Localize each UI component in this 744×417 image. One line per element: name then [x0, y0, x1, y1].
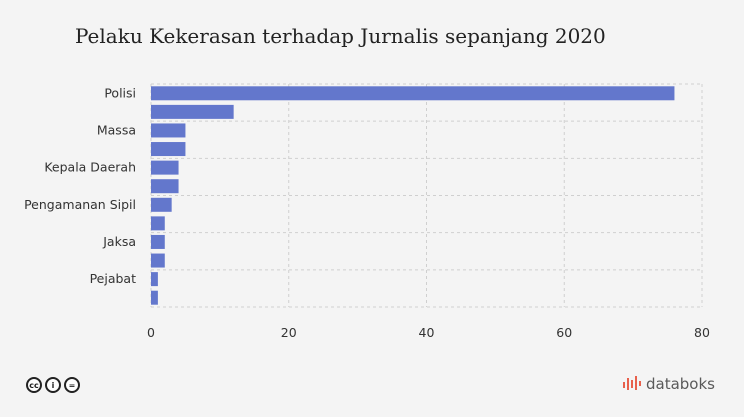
databoks-logo-icon	[623, 376, 641, 390]
x-tick-labels: 0 20 40 60 80	[147, 325, 710, 340]
x-tick-label: 0	[147, 325, 155, 340]
chart-title: Pelaku Kekerasan terhadap Jurnalis sepan…	[75, 24, 606, 48]
bar	[151, 86, 675, 101]
nd-icon: =	[64, 377, 80, 393]
bar	[151, 179, 179, 194]
bar	[151, 216, 165, 231]
y-tick-label: Polisi	[104, 85, 136, 100]
license-badges: cc i =	[26, 377, 80, 393]
x-tick-label: 80	[694, 325, 710, 340]
bar	[151, 290, 158, 305]
brand-name: databoks	[646, 375, 715, 393]
x-tick-label: 40	[419, 325, 435, 340]
bar	[151, 253, 165, 268]
y-tick-label: Pengamanan Sipil	[24, 197, 136, 212]
brand-logo[interactable]: databoks	[622, 375, 715, 393]
bar	[151, 234, 165, 249]
bars	[151, 86, 675, 305]
x-tick-label: 20	[281, 325, 297, 340]
y-tick-label: Jaksa	[102, 234, 136, 249]
y-tick-label: Massa	[97, 122, 136, 137]
bar	[151, 123, 186, 138]
grid	[150, 83, 703, 308]
bar	[151, 272, 158, 287]
y-tick-label: Kepala Daerah	[44, 160, 136, 175]
y-tick-label: Pejabat	[90, 271, 137, 286]
bar	[151, 104, 234, 119]
bar	[151, 197, 172, 212]
by-icon: i	[45, 377, 61, 393]
bar	[151, 142, 186, 157]
cc-icon: cc	[26, 377, 42, 393]
x-tick-label: 60	[556, 325, 572, 340]
y-tick-labels: Polisi Massa Kepala Daerah Pengamanan Sipil…	[24, 85, 136, 286]
bar	[151, 160, 179, 175]
